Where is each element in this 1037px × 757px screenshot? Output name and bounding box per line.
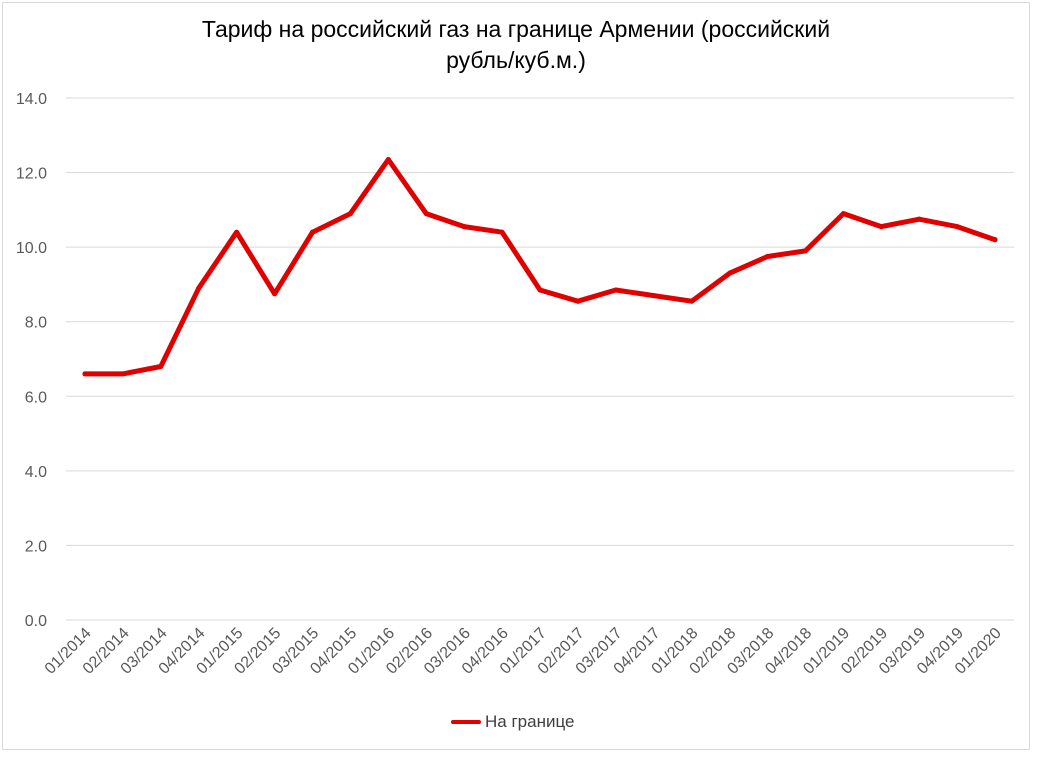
y-tick-label: 10.0 [16,240,47,257]
y-tick-label: 6.0 [25,389,47,406]
data-point [954,224,960,230]
chart-title-line1: Тариф на российский газ на границе Армен… [201,16,831,42]
data-point [575,298,581,304]
data-point [309,229,315,235]
data-point [802,248,808,254]
data-point [120,371,126,377]
data-point [272,291,278,297]
data-point [689,298,695,304]
legend-swatch [451,720,481,724]
y-tick-label: 14.0 [16,91,47,108]
data-point [461,224,467,230]
data-point [234,229,240,235]
chart-title-line2: рубль/куб.м.) [446,47,586,73]
legend-label: На границе [485,712,575,731]
legend: На границе [451,712,574,732]
chart-title: Тариф на российский газ на границе Армен… [0,14,1032,76]
series-line [82,157,998,377]
data-point [347,211,353,217]
data-point [878,224,884,230]
chart-frame [2,2,1030,750]
y-tick-label: 12.0 [16,166,47,183]
y-tick-label: 0.0 [25,613,47,630]
data-point [727,270,733,276]
y-tick-label: 4.0 [25,464,47,481]
data-point [537,287,543,293]
y-tick-label: 2.0 [25,538,47,555]
data-point [651,293,657,299]
data-point [840,211,846,217]
data-point [158,363,164,369]
data-point [385,157,391,163]
data-point [499,229,505,235]
data-point [916,216,922,222]
data-point [82,371,88,377]
data-point [992,237,998,243]
y-tick-label: 8.0 [25,315,47,332]
data-point [196,285,202,291]
data-point [613,287,619,293]
data-point [423,211,429,217]
data-point [765,253,771,259]
